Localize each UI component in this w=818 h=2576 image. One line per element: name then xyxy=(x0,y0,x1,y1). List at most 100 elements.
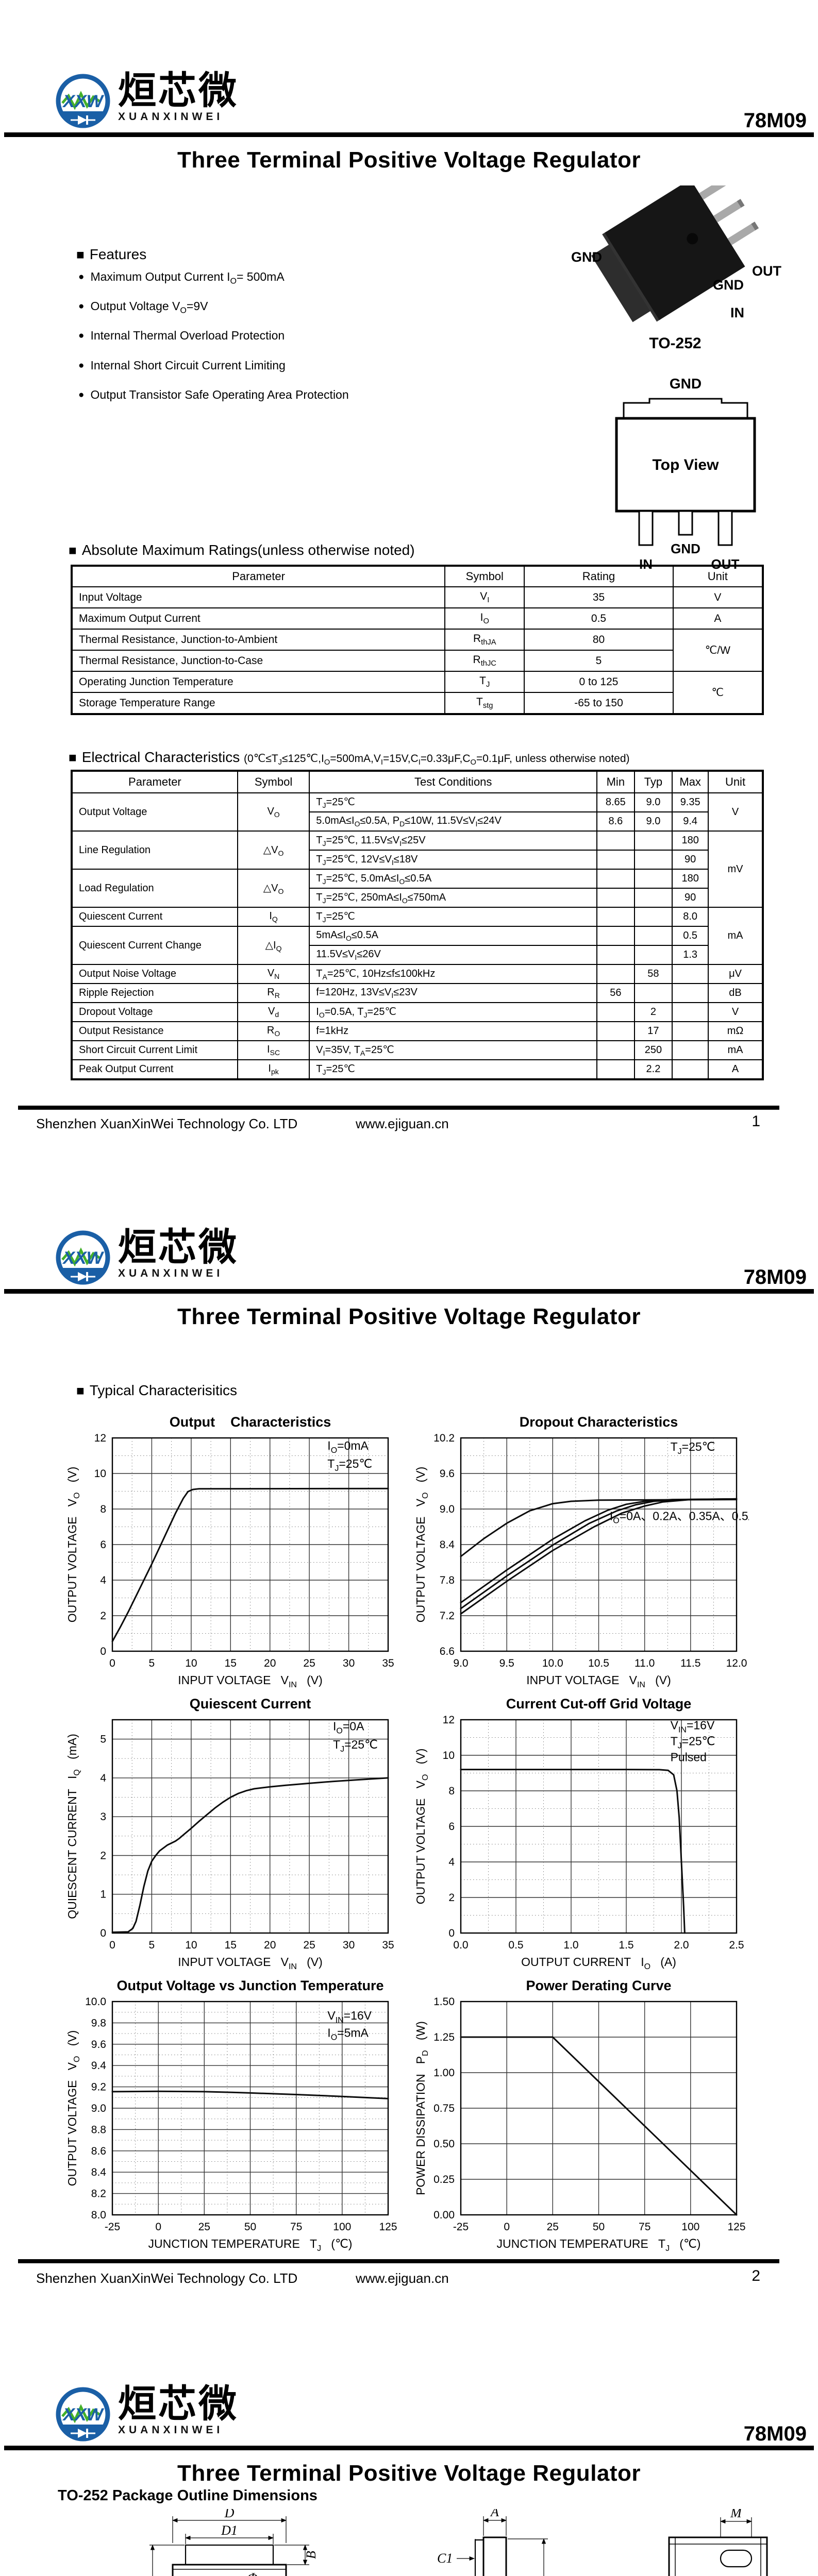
cell: mA xyxy=(708,1040,763,1060)
svg-text:15: 15 xyxy=(225,1657,237,1669)
cell: IO xyxy=(444,607,525,630)
svg-text:20: 20 xyxy=(264,1657,276,1669)
cell: Ipk xyxy=(237,1059,310,1080)
chart-title: Output Voltage vs Junction Temperature xyxy=(116,1978,383,1993)
photo-label-out: OUT xyxy=(752,263,782,279)
cell: Output Voltage xyxy=(71,792,238,832)
cell: VI=35V, TA=25℃ xyxy=(309,1040,598,1060)
cell: mΩ xyxy=(708,1021,763,1041)
header-cell: Max xyxy=(672,770,709,793)
cell: TJ=25℃, 11.5V≤VI≤25V xyxy=(309,831,598,851)
svg-text:0: 0 xyxy=(109,1657,115,1669)
svg-text:1.0: 1.0 xyxy=(563,1939,578,1951)
svg-text:7.8: 7.8 xyxy=(440,1574,455,1586)
cell: Tstg xyxy=(444,692,525,715)
svg-text:6: 6 xyxy=(100,1539,106,1551)
cell: f=120Hz, 13V≤VI≤23V xyxy=(309,983,598,1003)
cell: Dropout Voltage xyxy=(71,1002,238,1022)
topview-tab-outline xyxy=(623,398,748,418)
svg-text:6: 6 xyxy=(448,1821,455,1833)
chart-title: Output Characteristics xyxy=(170,1414,331,1430)
cell xyxy=(596,945,635,965)
feature-item: ● Output Voltage VO=9V xyxy=(78,299,208,315)
svg-text:10.2: 10.2 xyxy=(433,1432,455,1444)
part-number: 78M09 xyxy=(743,2422,807,2445)
header-cell: Unit xyxy=(672,565,764,587)
cell: 56 xyxy=(596,983,635,1003)
logo-mark-icon: XXW xyxy=(56,1230,110,1285)
cell: 9.0 xyxy=(633,792,673,812)
svg-text:25: 25 xyxy=(198,2221,210,2233)
chart-dropout-characteristics: 9.0 9.5 10.0 10.5 11.0 11.5 12.0 6.6 7.2 7.8 8.4 9.… xyxy=(411,1413,757,1691)
svg-text:8.4: 8.4 xyxy=(91,2166,107,2178)
page-3: XXW 烜芯微 XUANXINWEI 78M09 Three Terminal … xyxy=(0,2313,818,2576)
topview-label-gnd: GND xyxy=(671,541,700,556)
header-cell: Min xyxy=(596,770,635,793)
logo-monogram: XXW xyxy=(62,92,104,111)
cell xyxy=(596,1021,635,1041)
cell: TA=25℃, 10Hz≤f≤100kHz xyxy=(309,964,598,984)
bullet-icon: ● xyxy=(78,301,85,312)
logo-chinese-text: 烜芯微 xyxy=(118,1225,239,1269)
elec-conditions: (0℃≤TJ≤125℃,IO=500mA,VI=15V,CI=0.33μF,CO… xyxy=(244,753,630,767)
svg-text:75: 75 xyxy=(290,2221,302,2233)
svg-text:35: 35 xyxy=(382,1939,394,1951)
footer-page-number: 1 xyxy=(752,1113,760,1130)
package-top-view: GND Top View GND IN OUT xyxy=(615,376,756,572)
svg-text:0: 0 xyxy=(109,1939,115,1951)
cell: 5 xyxy=(524,650,674,672)
feature-item: ● Output Transistor Safe Operating Area P… xyxy=(78,388,349,401)
cell: TJ=25℃ xyxy=(309,792,598,812)
cell: IQ xyxy=(237,907,310,927)
svg-text:100: 100 xyxy=(681,2221,699,2233)
logo-diode-icon xyxy=(71,1272,95,1281)
cell: V xyxy=(708,792,763,832)
cell xyxy=(633,831,673,851)
svg-text:10.5: 10.5 xyxy=(588,1657,609,1669)
cell: ℃ xyxy=(672,671,764,715)
package-name: TO-252 xyxy=(649,335,702,352)
svg-text:8.4: 8.4 xyxy=(440,1539,455,1551)
cell: 9.0 xyxy=(633,811,673,832)
chart-power-derating-curve: -25 0 25 50 75 100 125 0.00 0.25 0.50 0.75 1.00 1.25… xyxy=(411,1977,749,2255)
cell: VN xyxy=(237,964,310,984)
svg-text:12: 12 xyxy=(443,1714,455,1726)
feature-item: ● Internal Short Circuit Current Limiting xyxy=(78,359,286,372)
logo-chinese-text: 烜芯微 xyxy=(118,2382,239,2426)
svg-text:9.4: 9.4 xyxy=(91,2060,107,2072)
cell: Short Circuit Current Limit xyxy=(71,1040,238,1060)
cell xyxy=(633,926,673,946)
cell: 0.5 xyxy=(672,926,709,946)
features-heading: ■ Features xyxy=(76,246,147,262)
svg-text:2: 2 xyxy=(100,1610,106,1622)
cell xyxy=(633,907,673,927)
chart-ylabel: OUTPUT VOLTAGE VO​ (V) xyxy=(414,1467,430,1623)
svg-text:8.6: 8.6 xyxy=(91,2145,106,2157)
logo-wave-icon xyxy=(61,2404,102,2424)
logo-diode-icon xyxy=(71,115,95,125)
typical-characteristics-heading: ■ Typical Characterisitics xyxy=(76,1382,238,1398)
outline-heading: TO-252 Package Outline Dimensions xyxy=(58,2487,318,2504)
chart-svg: 0 5 10 15 20 25 30 35 0 1 2 3 4 5 Quiescent Current INP… xyxy=(65,1696,394,1971)
svg-text:9.0: 9.0 xyxy=(453,1657,468,1669)
side-shapes xyxy=(474,2536,507,2576)
section-square-icon: ■ xyxy=(76,247,85,262)
chart-annotation: TJ​=25℃ xyxy=(333,1738,378,1754)
chart-current-cutoff-grid-voltage: 0.0 0.5 1.0 1.5 2.0 2.5 0 2 4 6 8 10 12 Current Cut-o… xyxy=(411,1695,749,1973)
chart-xlabel: INPUT VOLTAGE VIN​ (V) xyxy=(178,1673,323,1689)
cell xyxy=(672,1059,709,1080)
svg-text:1.5: 1.5 xyxy=(619,1939,633,1951)
svg-text:75: 75 xyxy=(639,2221,650,2233)
feature-item: ● Internal Thermal Overload Protection xyxy=(78,329,285,342)
svg-text:25: 25 xyxy=(303,1939,315,1951)
logo-chinese-text: 烜芯微 xyxy=(118,69,239,113)
svg-text:9.8: 9.8 xyxy=(91,2017,106,2029)
cell: Line Regulation xyxy=(71,831,238,870)
cell: △VO xyxy=(237,869,310,908)
cell: Ripple Rejection xyxy=(71,983,238,1003)
chart-annotation: VIN​=16V xyxy=(671,1719,715,1735)
svg-text:30: 30 xyxy=(343,1657,355,1669)
svg-text:10.0: 10.0 xyxy=(542,1657,563,1669)
cell: 35 xyxy=(524,586,674,608)
cell: Peak Output Current xyxy=(71,1059,238,1080)
